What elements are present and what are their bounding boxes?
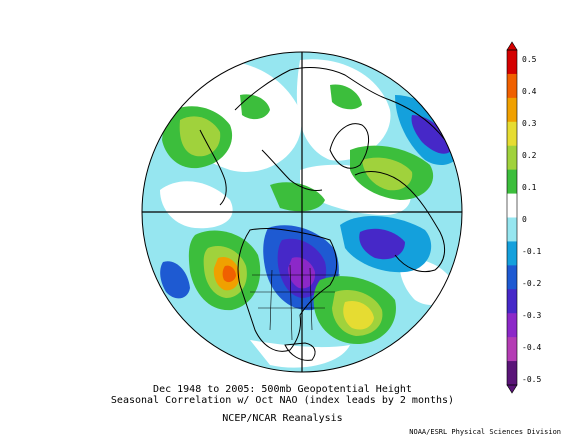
negative-core-siberia [411, 115, 452, 154]
colorbar-label: 0.1 [522, 183, 537, 192]
negative-core-europe [359, 228, 405, 260]
colorbar-swatch [507, 289, 517, 314]
colorbar-label: 0 [522, 215, 527, 224]
colorbar-label: 0.4 [522, 87, 537, 96]
colorbar-swatch [507, 265, 517, 290]
colorbar-swatch [507, 193, 517, 218]
colorbar-label: 0.5 [522, 55, 537, 64]
colorbar-label: -0.4 [522, 343, 542, 352]
colorbar-label: -0.3 [522, 311, 542, 320]
colorbar-swatch [507, 313, 517, 338]
colorbar-swatch [507, 145, 517, 171]
colorbar-label: -0.1 [522, 247, 542, 256]
arctic-islands-outline [261, 149, 323, 191]
caption-line-3: NCEP/NCAR Reanalysis [222, 413, 343, 424]
positive-zone-greenland [330, 84, 362, 110]
greenland-outline [329, 123, 369, 169]
coastlines [199, 67, 446, 361]
colorbar-swatch [507, 217, 517, 242]
central-america-outline [284, 342, 316, 361]
colorbar-swatch [507, 337, 517, 362]
positive-peak-north-pacific [222, 265, 236, 283]
colorbar-label: -0.2 [522, 279, 542, 288]
colorbar-swatch [507, 361, 517, 386]
eurasia-north-outline [234, 67, 446, 141]
positive-core-asia [179, 116, 221, 157]
positive-zone-bering [240, 94, 270, 120]
europe-outline [354, 171, 446, 273]
positive-core-atlantic [343, 300, 374, 330]
positive-zone-arctic-ocean [270, 182, 325, 212]
colorbar-swatch [507, 73, 517, 99]
colorbar-swatch [507, 97, 517, 123]
state-borders-vertical [269, 264, 313, 341]
colorbar-arrow-top [506, 41, 518, 51]
state-borders [250, 274, 340, 309]
colorbar-swatch [507, 121, 517, 147]
colorbar-label: 0.3 [522, 119, 537, 128]
credit-text: NOAA/ESRL Physical Sciences Division [409, 428, 561, 436]
colorbar-swatch [507, 169, 517, 195]
caption-line-2: Seasonal Correlation w/ Oct NAO (index l… [110, 395, 455, 406]
negative-zone-pacific [160, 261, 190, 299]
colorbar [506, 41, 518, 394]
neutral-zone-arctic [296, 59, 391, 161]
colorbar-swatch [507, 241, 517, 266]
colorbar-label: 0.2 [522, 151, 537, 160]
colorbar-swatch [507, 50, 517, 75]
colorbar-label: -0.5 [522, 375, 542, 384]
neutral-zone-pacific [160, 181, 233, 229]
caption-line-1: Dec 1948 to 2005: 500mb Geopotential Hei… [153, 384, 412, 395]
east-asia-outline [199, 129, 227, 206]
neutral-zone-south [250, 340, 350, 368]
colorbar-frame [506, 49, 518, 386]
north-america-outline [237, 228, 338, 352]
